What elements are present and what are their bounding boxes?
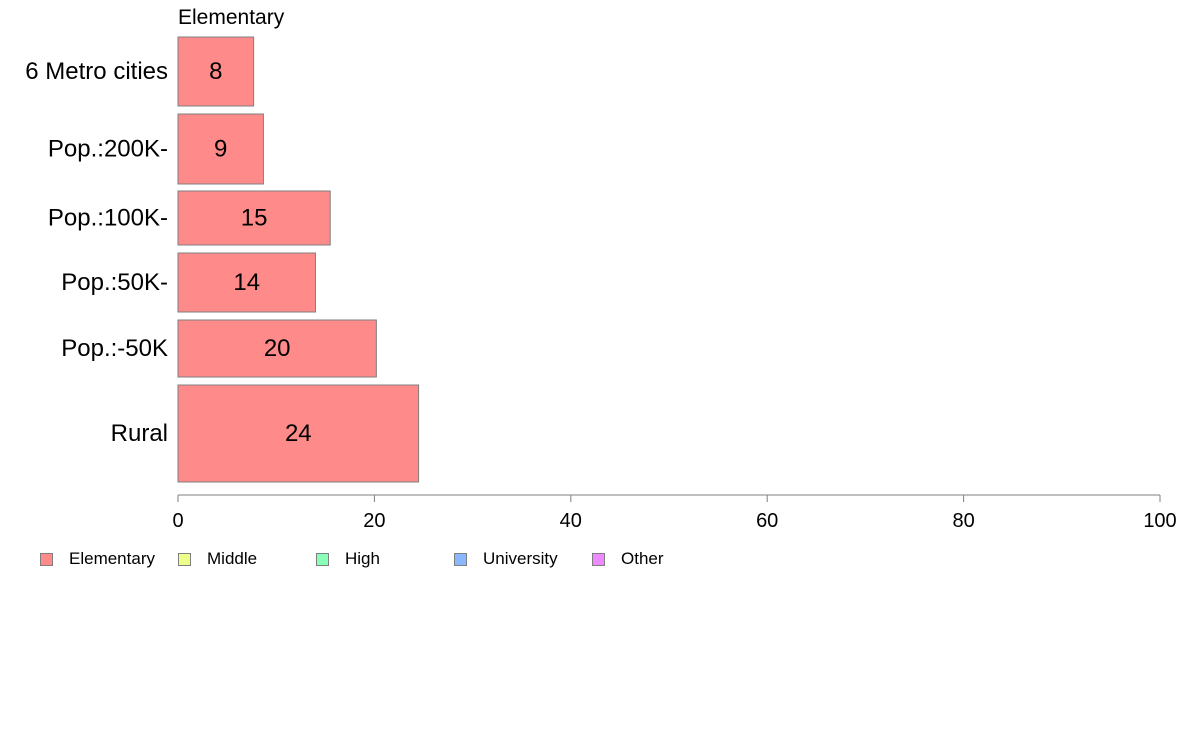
- category-labels: 6 Metro cities Pop.:200K- Pop.:100K- Pop.:5…: [25, 58, 168, 447]
- bar-value-label: 9: [214, 136, 227, 163]
- bars-layer: 8 9 15 14 20 24: [177, 36, 420, 483]
- category-label: Pop.:100K-: [48, 205, 168, 232]
- category-label: Pop.:50K-: [61, 269, 168, 296]
- category-label: 6 Metro cities: [25, 58, 168, 85]
- x-tick-label: 0: [172, 510, 183, 532]
- legend-label: Middle: [207, 549, 258, 568]
- bar-value-label: 8: [209, 58, 222, 85]
- x-tick-label: 20: [363, 510, 385, 532]
- legend-item: High: [316, 548, 380, 570]
- bar-value-label: 15: [241, 205, 268, 232]
- bar-4: [177, 319, 377, 378]
- legend: Elementary Middle High University Other: [40, 548, 760, 572]
- x-tick-label: 80: [952, 510, 974, 532]
- legend-label: Elementary: [69, 549, 155, 568]
- legend-swatch: [316, 552, 329, 566]
- legend-swatch: [592, 552, 605, 566]
- bar-1: [177, 113, 264, 185]
- legend-label: High: [345, 549, 380, 568]
- legend-item: Middle: [178, 548, 257, 570]
- category-label: Rural: [111, 420, 168, 447]
- bar-0: [177, 36, 255, 107]
- bar-5: [177, 384, 420, 483]
- panel-title: Elementary: [178, 6, 285, 29]
- bar-value-label: 20: [264, 335, 291, 362]
- legend-item: Other: [592, 548, 664, 570]
- bar-value-label: 14: [233, 269, 260, 296]
- legend-swatch: [40, 552, 53, 566]
- legend-label: University: [483, 549, 558, 568]
- legend-swatch: [178, 552, 191, 566]
- x-tick-label: 40: [560, 510, 582, 532]
- category-label: Pop.:-50K: [61, 335, 168, 362]
- legend-item: University: [454, 548, 558, 570]
- bar-3: [177, 252, 316, 313]
- legend-swatch: [454, 552, 467, 566]
- x-tick-label: 100: [1143, 510, 1176, 532]
- category-label: Pop.:200K-: [48, 136, 168, 163]
- bar-2: [177, 190, 331, 246]
- legend-label: Other: [621, 549, 664, 568]
- legend-item: Elementary: [40, 548, 155, 570]
- x-axis: 0 20 40 60 80 100: [172, 494, 1177, 532]
- x-tick-label: 60: [756, 510, 778, 532]
- bar-value-label: 24: [285, 420, 312, 447]
